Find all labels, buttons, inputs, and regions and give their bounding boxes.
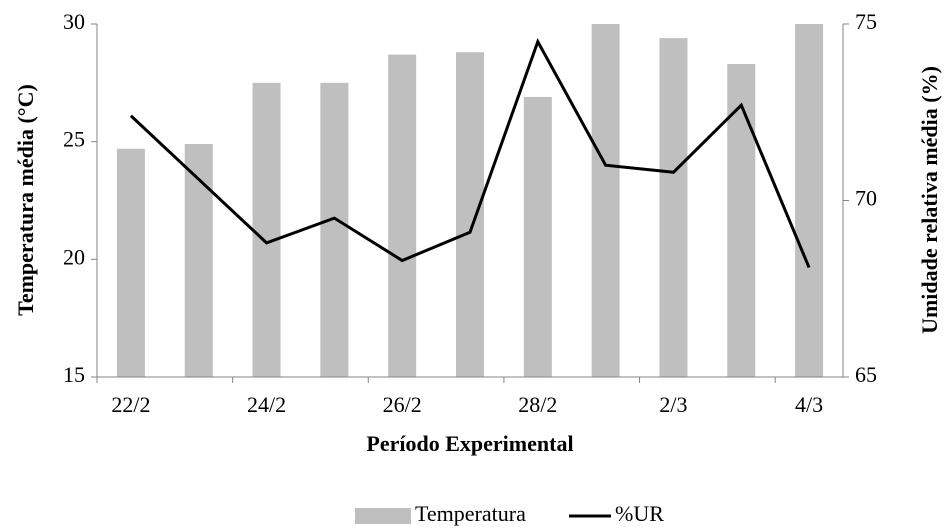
y-tick-label: 20 [63,244,85,269]
bar [252,82,281,377]
legend-label: %UR [615,501,664,526]
y-axis-label: Temperatura média (°C) [13,84,38,316]
x-tick-label: 2/3 [659,392,687,417]
x-axis-label: Período Experimental [366,431,573,456]
x-tick-label: 22/2 [111,392,150,417]
bar [456,52,484,378]
bar [388,54,417,378]
bar [591,24,620,377]
y2-tick-label: 65 [855,362,877,387]
y-tick-label: 15 [63,362,85,387]
bar [320,82,349,377]
x-tick-label: 4/3 [795,392,823,417]
bar [184,144,213,377]
x-tick-label: 26/2 [383,392,422,417]
legend-swatch [355,508,411,524]
x-tick-label: 28/2 [518,392,557,417]
y2-tick-label: 75 [855,9,877,34]
y2-axis-label: Umidade relativa média (%) [917,66,942,334]
bar [116,148,145,377]
bar [727,64,756,378]
bar [795,24,824,377]
x-tick-label: 24/2 [247,392,286,417]
bar [659,38,688,378]
y-tick-label: 25 [63,127,85,152]
y2-tick-label: 70 [855,186,877,211]
legend-label: Temperatura [415,501,526,526]
line [129,37,811,269]
y-tick-label: 30 [63,9,85,34]
bar [523,96,552,377]
